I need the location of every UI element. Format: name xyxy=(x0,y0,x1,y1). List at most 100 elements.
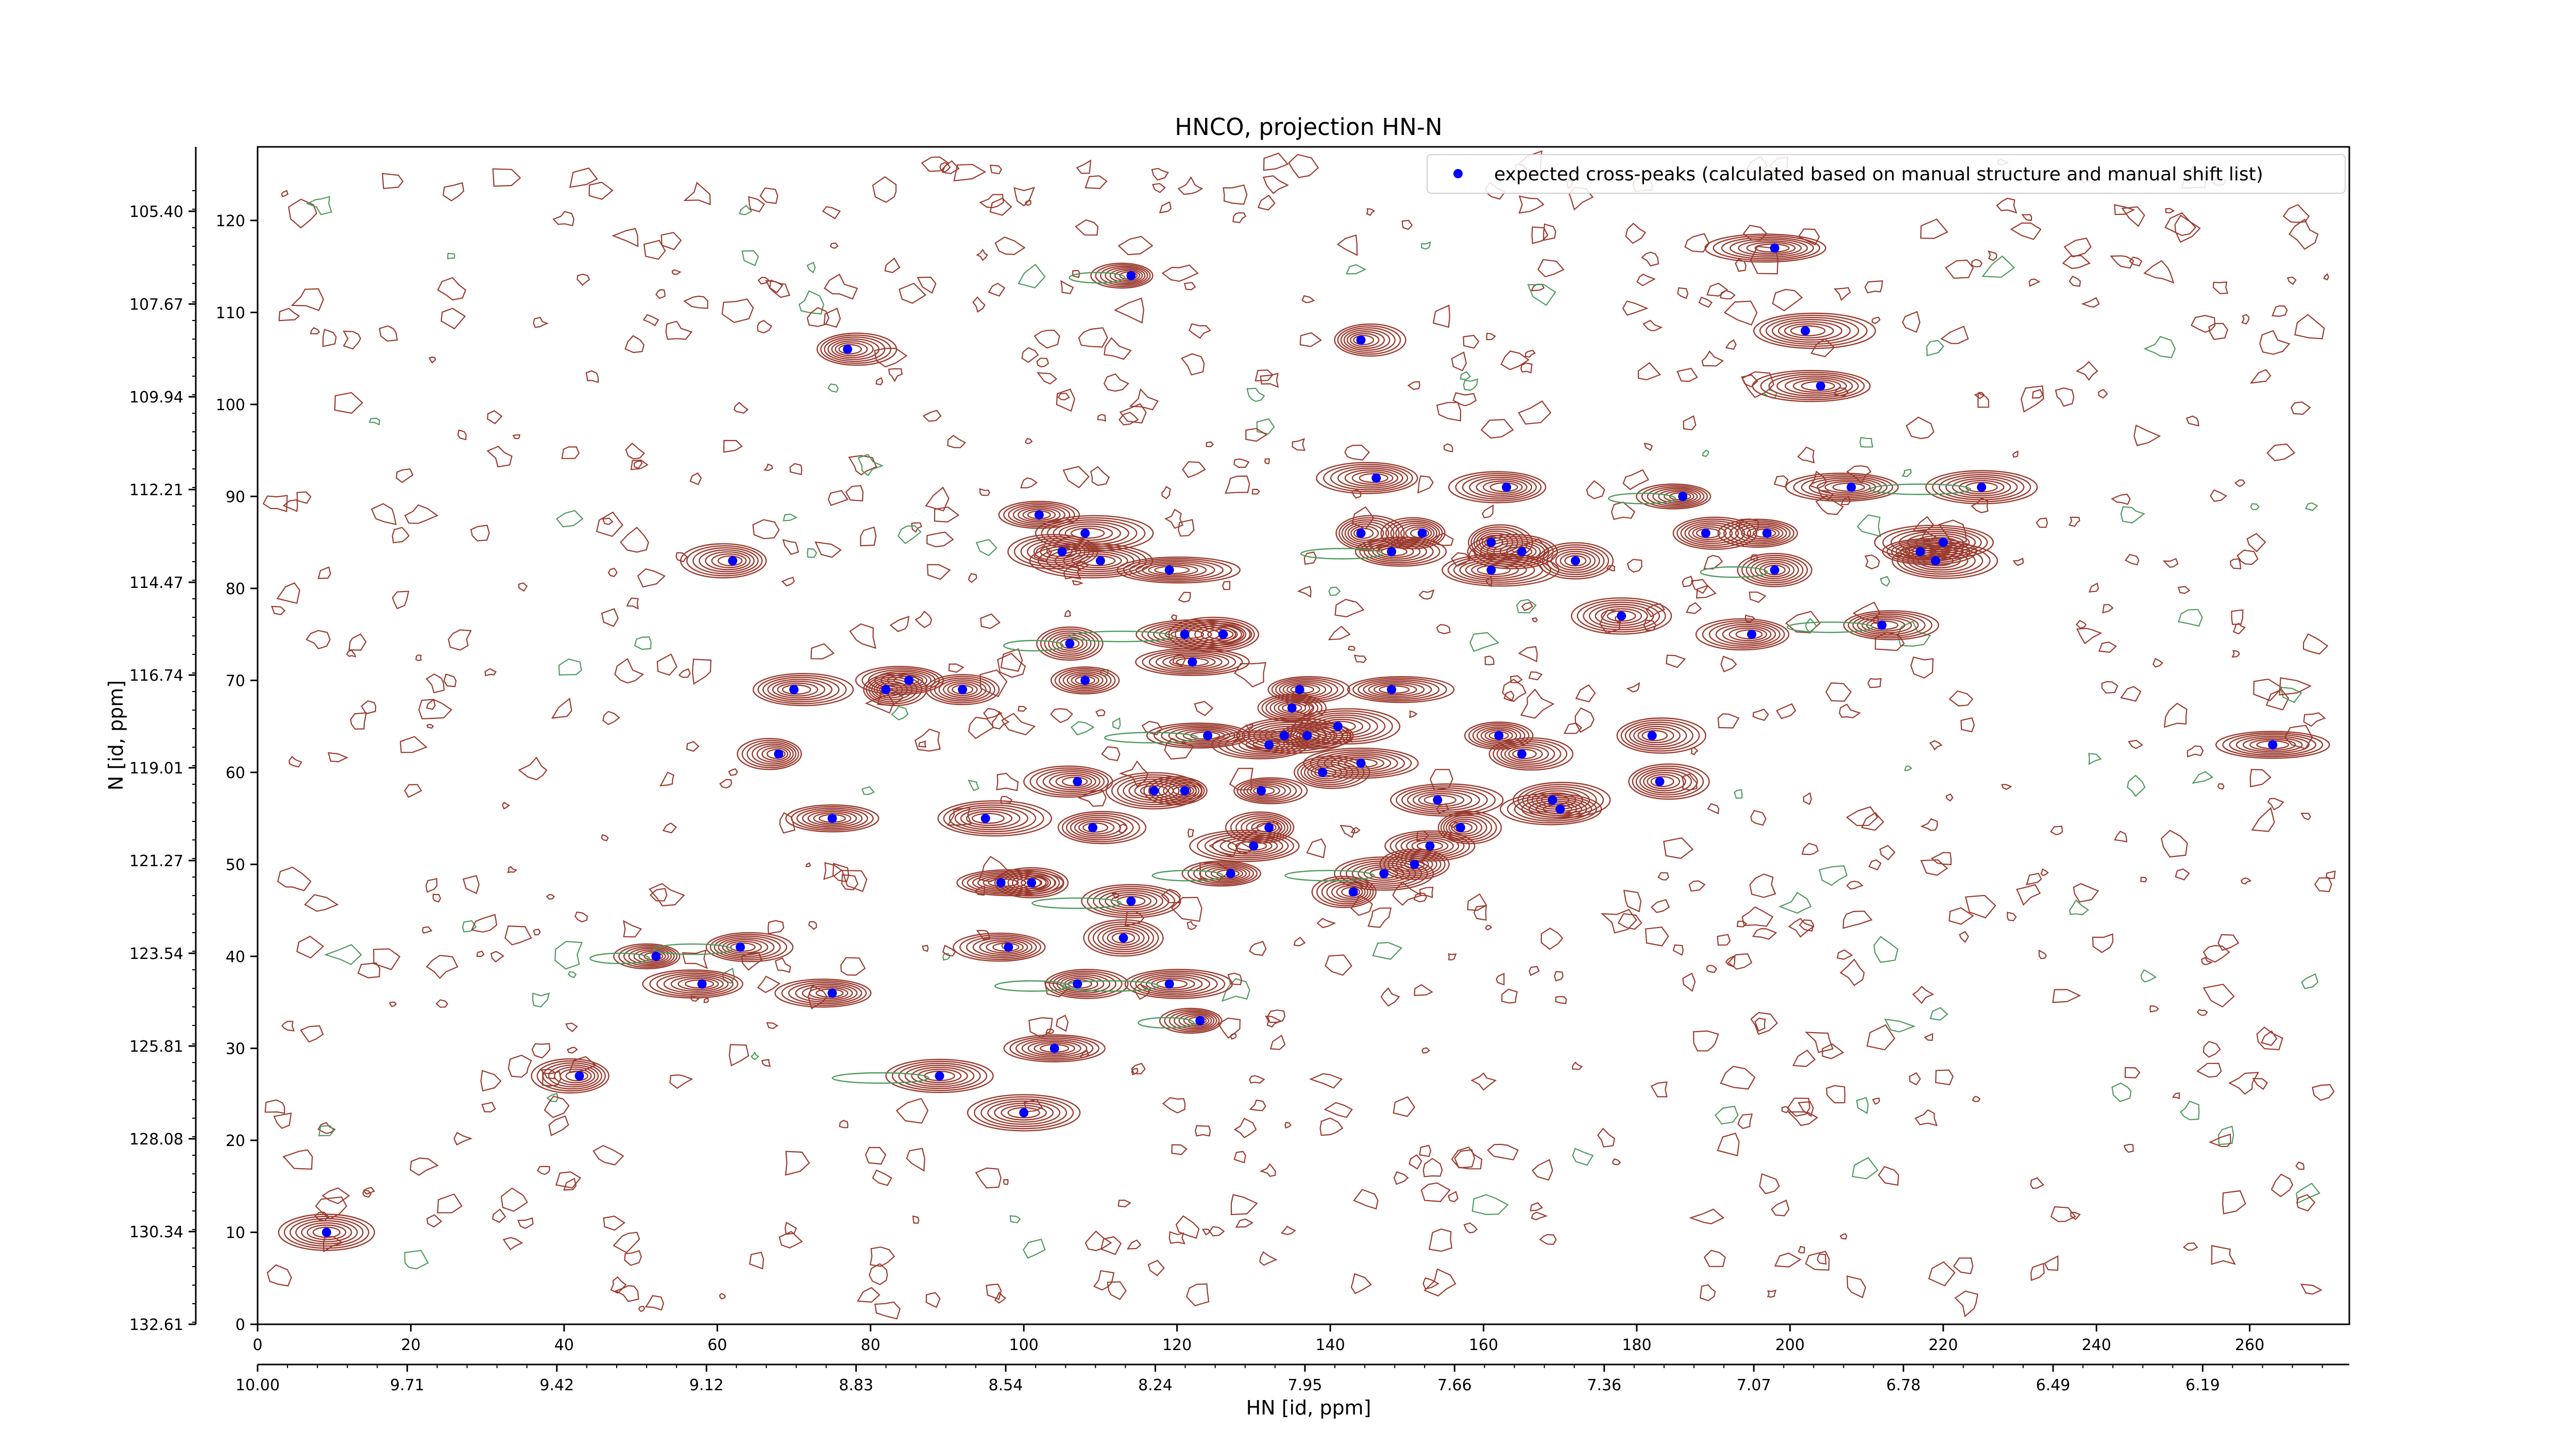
noise-contour xyxy=(2026,872,2042,886)
peak-contour xyxy=(1512,749,1537,760)
noise-contour xyxy=(512,434,520,440)
peak-contour xyxy=(1267,676,1350,703)
noise-contour xyxy=(986,1283,1002,1301)
noise-contour xyxy=(1103,373,1129,392)
peak-contour xyxy=(1123,558,1232,582)
peak-contour xyxy=(1047,519,1138,547)
peak-contour xyxy=(1508,747,1543,761)
peak-contour xyxy=(1741,525,1784,542)
x-tick-label: 20 xyxy=(401,1336,420,1354)
noise-contour xyxy=(1470,1072,1497,1091)
peak-contour xyxy=(813,812,852,824)
peak-contour xyxy=(1036,769,1105,794)
peak-contour xyxy=(1168,616,1260,652)
noise-contour xyxy=(404,784,422,798)
cross-peak-marker xyxy=(789,685,799,695)
noise-contour xyxy=(1195,1125,1211,1137)
noise-contour xyxy=(798,290,824,315)
peak-contour xyxy=(1628,763,1710,800)
x-axis-label: HN [id, ppm] xyxy=(1246,1396,1371,1419)
noise-contour xyxy=(1954,1290,1978,1318)
peak-contour xyxy=(1353,335,1375,345)
noise-contour xyxy=(665,321,693,340)
y-tick-label: 60 xyxy=(226,764,245,782)
peak-contour xyxy=(994,1102,1054,1123)
noise-contour xyxy=(2063,238,2092,258)
noise-contour xyxy=(623,920,642,938)
noise-contour xyxy=(470,525,490,542)
noise-contour xyxy=(807,548,818,558)
y-ppm-tick-label: 116.74 xyxy=(129,667,183,685)
noise-contour xyxy=(624,335,645,353)
noise-contour xyxy=(2175,868,2190,881)
noise-contour xyxy=(318,1125,335,1137)
peak-contour xyxy=(1080,555,1116,566)
noise-contour xyxy=(2282,204,2310,223)
noise-contour xyxy=(1977,392,1989,408)
peak-contour xyxy=(1728,627,1768,642)
cross-peak-marker xyxy=(935,1071,944,1081)
noise-contour xyxy=(1037,372,1058,385)
noise-contour xyxy=(2217,934,2240,951)
peak-contour xyxy=(791,806,874,831)
peak-contour xyxy=(1464,721,1534,750)
noise-contour xyxy=(823,273,858,300)
peak-contour xyxy=(1496,741,1562,767)
noise-contour xyxy=(1872,1097,1880,1105)
peak-contour xyxy=(1007,1107,1040,1119)
noise-contour xyxy=(1873,936,1899,963)
noise-contour xyxy=(1269,1034,1286,1050)
noise-contour xyxy=(1328,586,1341,596)
peak-contour xyxy=(904,1065,975,1087)
noise-contour xyxy=(1084,1230,1112,1251)
noise-contour xyxy=(1750,1012,1778,1035)
noise-contour xyxy=(306,196,332,215)
peak-contour xyxy=(756,745,791,763)
noise-contour xyxy=(2211,1245,2236,1265)
cross-peak-marker xyxy=(827,988,837,998)
noise-contour xyxy=(922,410,942,422)
noise-contour xyxy=(2129,256,2143,267)
peak-contour xyxy=(824,336,886,362)
noise-contour xyxy=(404,1250,429,1270)
noise-contour xyxy=(289,756,302,768)
noise-contour xyxy=(1264,458,1270,465)
noise-contour xyxy=(2016,884,2041,906)
cross-peak-marker xyxy=(1095,556,1105,566)
peak-contour xyxy=(774,979,872,1008)
noise-contour xyxy=(363,1187,375,1195)
peak-contour xyxy=(1316,462,1418,494)
noise-contour xyxy=(637,568,666,588)
noise-contour xyxy=(689,472,702,485)
noise-contour xyxy=(555,1171,582,1189)
peak-contour xyxy=(548,1064,599,1088)
cross-peak-marker xyxy=(1318,767,1328,777)
peak-contour xyxy=(1451,820,1478,835)
peak-contour xyxy=(1058,523,1121,543)
y-ppm-tick-label: 107.67 xyxy=(129,296,183,314)
peak-contour xyxy=(1462,475,1537,500)
noise-contour xyxy=(1448,953,1457,961)
noise-contour xyxy=(1833,287,1851,301)
peak-contour xyxy=(1330,754,1392,772)
peak-contour xyxy=(1606,610,1636,622)
noise-contour xyxy=(1690,579,1709,594)
noise-contour xyxy=(1803,792,1812,805)
peak-contour xyxy=(934,677,991,702)
noise-contour xyxy=(991,711,1010,730)
noise-contour xyxy=(2179,1100,2200,1120)
cross-peak-marker xyxy=(1027,878,1037,888)
noise-contour xyxy=(2098,642,2117,653)
peak-contour xyxy=(796,807,869,830)
noise-contour xyxy=(350,712,367,730)
peak-contour xyxy=(777,682,819,697)
peak-contour xyxy=(1704,233,1826,263)
noise-contour xyxy=(1805,1251,1830,1271)
noise-contour xyxy=(934,506,960,523)
noise-contour xyxy=(1141,720,1163,735)
peak-contour xyxy=(1048,632,1092,655)
peak-contour xyxy=(1021,1039,1088,1058)
peak-contour xyxy=(1785,473,1899,502)
peak-contour xyxy=(1071,528,1105,539)
negative-contour xyxy=(1700,566,1768,578)
